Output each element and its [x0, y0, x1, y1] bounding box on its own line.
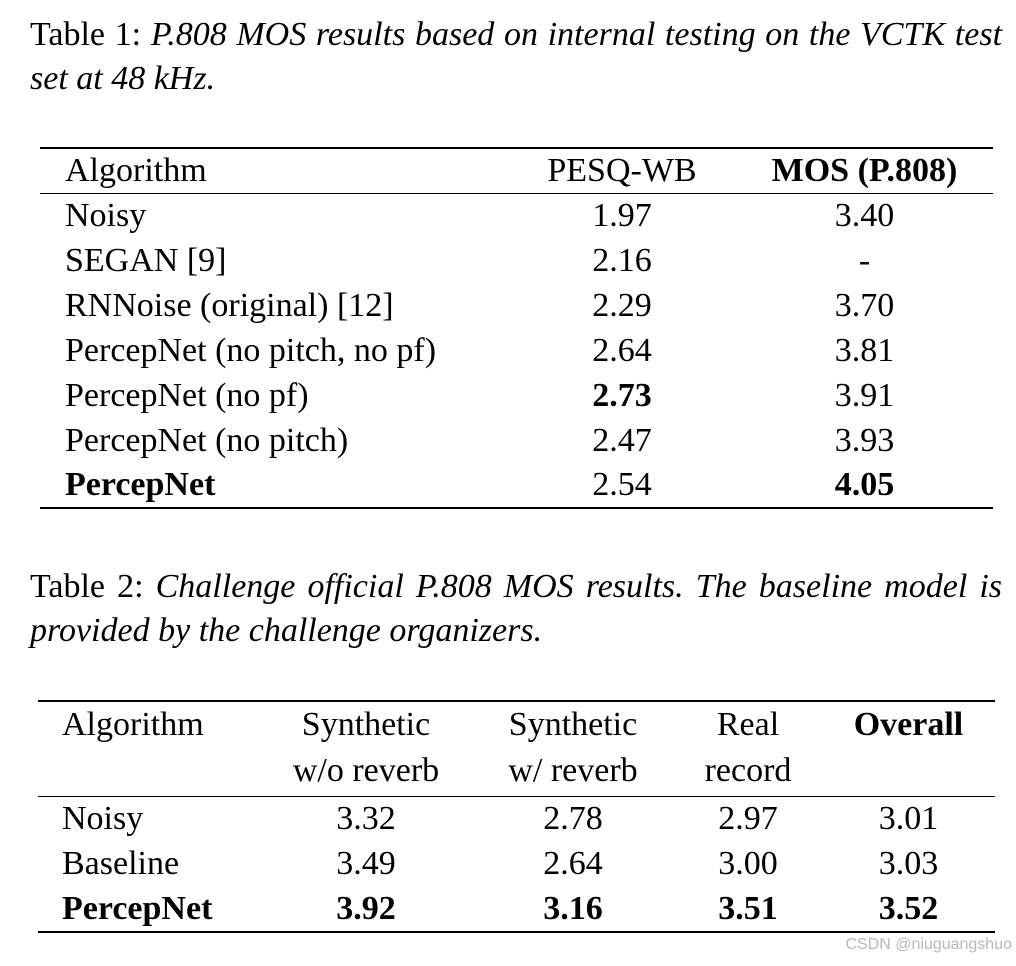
table-row: Baseline 3.49 2.64 3.00 3.03	[38, 842, 995, 887]
table2-label: Table 2:	[30, 568, 144, 605]
table-cell: PercepNet (no pf)	[65, 376, 309, 414]
table-cell: 3.01	[878, 800, 939, 838]
table-cell-best: 3.16	[543, 889, 603, 927]
table2: Algorithm Synthetic w/o reverb Synthetic…	[38, 700, 995, 933]
table-row: PercepNet (no pitch, no pf) 2.64 3.81	[40, 328, 993, 373]
table-cell: 1.97	[592, 196, 652, 234]
table2-header-overall: Overall	[822, 701, 995, 797]
table-row: PercepNet (no pf) 2.73 3.91	[40, 373, 993, 418]
table-cell-best: 3.51	[718, 889, 778, 927]
table1-header-pesq: PESQ-WB	[508, 148, 736, 194]
table-row: RNNoise (original) [12] 2.29 3.70	[40, 283, 993, 328]
table2-header-synthetic-no-reverb: Synthetic w/o reverb	[260, 701, 472, 797]
table-cell: 2.29	[592, 286, 652, 324]
table-cell: 2.97	[718, 800, 778, 838]
table-cell: 2.47	[592, 421, 652, 459]
table-cell: 2.64	[543, 845, 603, 882]
table-cell: 2.78	[543, 800, 603, 838]
table-cell: RNNoise (original) [12]	[65, 286, 394, 324]
table-cell: 3.70	[834, 286, 895, 324]
table-cell: Noisy	[65, 196, 147, 234]
table-row: PercepNet (no pitch) 2.47 3.93	[40, 418, 993, 463]
table-row: Noisy 1.97 3.40	[40, 193, 993, 238]
table-cell: 3.03	[878, 845, 939, 882]
table1-caption-text: P.808 MOS results based on internal test…	[30, 16, 1003, 97]
table-cell: 3.00	[718, 845, 778, 882]
table-cell: 3.49	[336, 845, 396, 882]
table-row: PercepNet 2.54 4.05	[40, 463, 993, 508]
table2-header-real-record: Real record	[674, 701, 822, 797]
table-cell-best: 4.05	[834, 466, 895, 503]
table2-caption-text: Challenge official P.808 MOS results. Th…	[30, 568, 1003, 649]
table-row: PercepNet 3.92 3.16 3.51 3.52	[38, 887, 995, 932]
table-cell: PercepNet (no pitch)	[65, 421, 349, 459]
table2-header-synthetic-reverb: Synthetic w/ reverb	[472, 701, 674, 797]
table2-header-algorithm: Algorithm	[38, 701, 260, 797]
table-cell: Noisy	[62, 800, 144, 838]
table-row: SEGAN [9] 2.16 -	[40, 238, 993, 283]
table-cell: PercepNet (no pitch, no pf)	[65, 331, 437, 369]
table-row: Noisy 3.32 2.78 2.97 3.01	[38, 797, 995, 842]
table1-label: Table 1:	[30, 16, 142, 53]
table-cell-best: 2.73	[592, 376, 652, 414]
table-cell-best: 3.92	[336, 889, 396, 927]
table1-header-row: Algorithm PESQ-WB MOS (P.808)	[40, 148, 993, 194]
table-cell: 2.64	[592, 331, 652, 369]
table2-caption: Table 2: Challenge official P.808 MOS re…	[30, 565, 1002, 653]
table-cell: 2.16	[592, 241, 652, 279]
table1: Algorithm PESQ-WB MOS (P.808) Noisy 1.97…	[40, 147, 993, 509]
table1-caption: Table 1: P.808 MOS results based on inte…	[30, 13, 1002, 101]
table-cell: 2.54	[592, 466, 652, 503]
table-cell: Baseline	[62, 845, 180, 882]
table-cell: SEGAN [9]	[65, 241, 227, 279]
table-cell-best: PercepNet	[65, 466, 216, 503]
table-cell: 3.93	[834, 421, 895, 459]
table1-header-algorithm: Algorithm	[40, 148, 508, 194]
table-cell: 3.32	[336, 800, 396, 838]
table-cell: 3.91	[834, 376, 895, 414]
table-cell: 3.81	[834, 331, 895, 369]
table2-header-row: Algorithm Synthetic w/o reverb Synthetic…	[38, 701, 995, 797]
table-cell: 3.40	[834, 196, 895, 234]
table-cell: -	[858, 241, 871, 279]
table1-header-mos: MOS (P.808)	[736, 148, 993, 194]
table-cell-best: PercepNet	[62, 889, 213, 927]
watermark: CSDN @niuguangshuo	[845, 936, 1012, 953]
table-cell-best: 3.52	[878, 889, 939, 927]
